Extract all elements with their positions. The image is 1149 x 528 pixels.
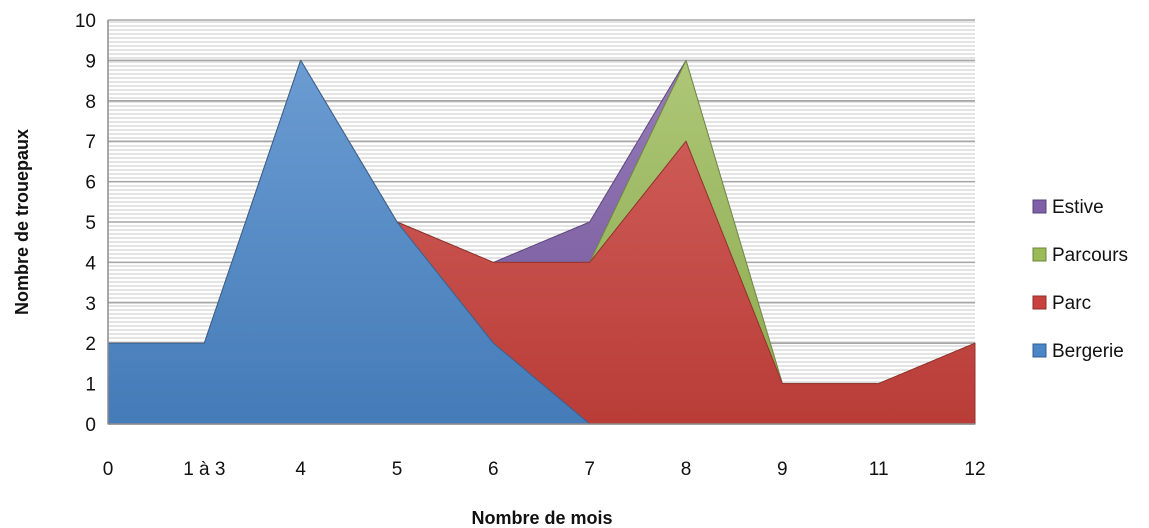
y-tick-label: 4 xyxy=(85,253,96,274)
x-tick-label: 9 xyxy=(777,459,788,480)
x-tick-label: 6 xyxy=(488,459,499,480)
legend-label-parcours: Parcours xyxy=(1052,245,1128,266)
legend-label-bergerie: Bergerie xyxy=(1052,341,1124,362)
legend-swatch-estive xyxy=(1032,199,1047,214)
x-tick-label: 5 xyxy=(392,459,403,480)
y-tick-label: 3 xyxy=(85,294,96,315)
x-tick-label: 11 xyxy=(869,459,889,480)
legend-label-parc: Parc xyxy=(1052,293,1091,314)
y-tick-label: 9 xyxy=(85,51,96,72)
legend-swatch-bergerie xyxy=(1032,343,1047,358)
x-tick-label: 4 xyxy=(295,459,306,480)
x-tick-label: 7 xyxy=(584,459,595,480)
y-tick-label: 6 xyxy=(85,173,96,194)
x-tick-label: 0 xyxy=(103,459,114,480)
y-tick-label: 2 xyxy=(85,334,96,355)
y-tick-label: 8 xyxy=(85,92,96,113)
y-tick-label: 5 xyxy=(85,213,96,234)
y-tick-label: 1 xyxy=(85,375,96,396)
legend: Estive Parcours Parc Bergerie xyxy=(1032,197,1128,362)
y-tick-label: 7 xyxy=(85,132,96,153)
y-tick-label: 10 xyxy=(75,11,96,32)
legend-swatch-parc xyxy=(1032,295,1047,310)
x-tick-label: 1 à 3 xyxy=(183,459,225,480)
y-tick-label: 0 xyxy=(85,415,96,436)
x-tick-label: 12 xyxy=(964,459,985,480)
legend-swatch-parcours xyxy=(1032,247,1047,262)
x-tick-label: 8 xyxy=(681,459,692,480)
legend-label-estive: Estive xyxy=(1052,197,1104,218)
x-axis-title: Nombre de mois xyxy=(471,508,612,528)
y-axis-title: Nombre de trouepaux xyxy=(12,129,32,315)
